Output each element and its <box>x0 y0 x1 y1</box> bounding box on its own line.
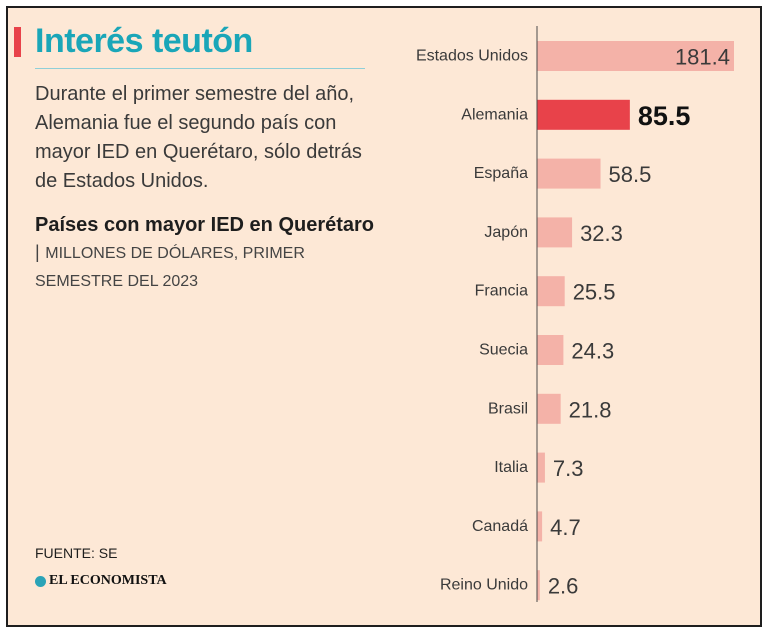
bar-6 <box>537 393 561 424</box>
category-label-2: España <box>474 165 528 182</box>
bar-2 <box>537 158 601 189</box>
value-label-6: 21.8 <box>569 397 612 422</box>
chart-subtitle-units: MILLONES DE DÓLARES, PRIMER SEMESTRE DEL… <box>35 245 305 290</box>
bar-9 <box>537 570 540 601</box>
value-label-1: 85.5 <box>638 101 691 131</box>
bar-8 <box>537 511 543 542</box>
value-label-0: 181.4 <box>675 45 730 70</box>
category-label-4: Francia <box>475 283 528 300</box>
title-accent-bar <box>14 27 21 57</box>
logo-mark-icon <box>35 576 46 587</box>
value-label-4: 25.5 <box>573 280 616 305</box>
bar-5 <box>537 335 564 365</box>
chart-subtitle: Países con mayor IED en Querétaro | MILL… <box>35 212 375 295</box>
title-divider <box>35 68 365 69</box>
category-label-8: Canadá <box>472 518 528 535</box>
page-title: Interés teutón <box>35 22 253 60</box>
logo-text: EL ECONOMISTA <box>49 573 167 588</box>
category-label-5: Suecia <box>479 342 528 359</box>
category-label-3: Japón <box>484 224 528 241</box>
value-label-7: 7.3 <box>553 456 584 481</box>
value-label-9: 2.6 <box>548 574 579 599</box>
bar-1 <box>537 99 630 130</box>
chart-subtitle-strong: Países con mayor IED en Querétaro <box>35 214 375 236</box>
publisher-logo: EL ECONOMISTA <box>35 573 167 589</box>
bar-0 <box>537 41 734 71</box>
value-label-3: 32.3 <box>580 221 623 246</box>
value-label-8: 4.7 <box>550 515 581 540</box>
chart-subtitle-separator: | <box>35 242 40 262</box>
bar-3 <box>537 217 573 248</box>
value-label-2: 58.5 <box>609 162 652 187</box>
category-label-0: Estados Unidos <box>416 48 528 65</box>
category-label-7: Italia <box>494 459 528 476</box>
infographic-frame: Interés teutón Durante el primer semestr… <box>6 6 762 627</box>
intro-text: Durante el primer semestre del año, Alem… <box>35 83 362 192</box>
category-label-1: Alemania <box>461 106 528 123</box>
category-label-6: Brasil <box>488 400 528 417</box>
bar-4 <box>537 276 565 307</box>
category-label-9: Reino Unido <box>440 577 528 594</box>
source-note: FUENTE: SE <box>35 545 118 561</box>
value-label-5: 24.3 <box>571 339 614 364</box>
bar-7 <box>537 452 545 483</box>
